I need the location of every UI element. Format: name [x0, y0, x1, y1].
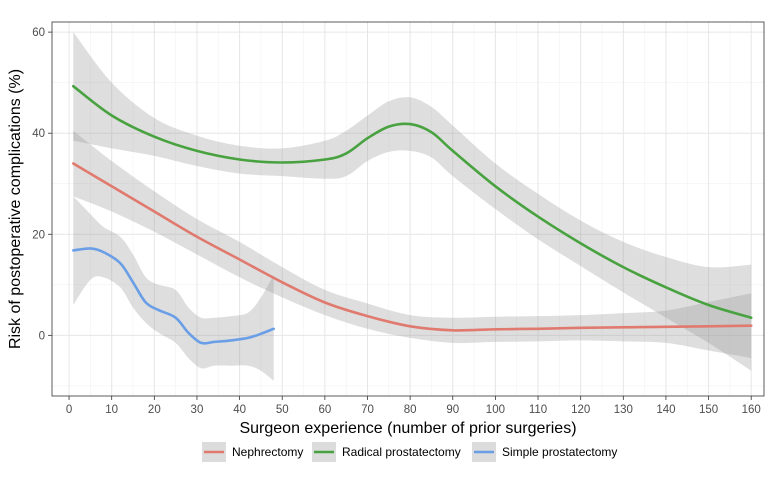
x-tick-label: 160: [742, 404, 761, 416]
x-tick-label: 10: [105, 404, 118, 416]
y-tick-label: 60: [32, 27, 45, 39]
grid-major: [52, 22, 764, 396]
x-tick-label: 120: [571, 404, 590, 416]
y-axis-title: Risk of postoperative complications (%): [7, 69, 24, 349]
y-tick-label: 40: [32, 128, 45, 140]
legend-item-radical-prostatectomy: Radical prostatectomy: [312, 442, 461, 462]
legend-label: Radical prostatectomy: [342, 445, 461, 459]
x-tick-label: 90: [446, 404, 459, 416]
x-axis: 0 10 20 30 40 50 60 70 80 90 100 110 120 130 140 150 160: [66, 396, 761, 416]
x-tick-label: 80: [404, 404, 417, 416]
x-tick-label: 150: [699, 404, 718, 416]
x-tick-label: 110: [529, 404, 547, 416]
legend-item-simple-prostatectomy: Simple prostatectomy: [472, 442, 617, 462]
x-tick-label: 100: [486, 404, 505, 416]
y-tick-label: 20: [32, 229, 45, 241]
legend-label: Simple prostatectomy: [502, 445, 617, 459]
x-tick-label: 50: [276, 404, 289, 416]
x-tick-label: 130: [614, 404, 633, 416]
x-tick-label: 70: [361, 404, 374, 416]
series-lines: [72, 84, 753, 345]
x-tick-label: 60: [318, 404, 331, 416]
grid-minor: [52, 22, 764, 396]
y-tick-label: 0: [39, 330, 45, 342]
ribbon-simple-prostatectomy: [73, 196, 274, 381]
legend-item-nephrectomy: Nephrectomy: [202, 442, 303, 462]
legend-label: Nephrectomy: [232, 445, 303, 459]
legend: Nephrectomy Radical prostatectomy Simple p…: [202, 442, 617, 462]
x-tick-label: 140: [656, 404, 675, 416]
x-tick-label: 0: [66, 404, 72, 416]
x-axis-title: Surgeon experience (number of prior surg…: [239, 420, 576, 437]
plot-panel-border: [51, 21, 765, 397]
ribbon-radical-prostatectomy: [73, 32, 752, 371]
x-tick-label: 40: [233, 404, 246, 416]
y-axis: 0 20 40 60: [32, 27, 52, 342]
series-line-simple-prostatectomy: [72, 247, 275, 345]
series-line-nephrectomy: [72, 162, 753, 332]
series-line-radical-prostatectomy: [72, 84, 753, 319]
x-tick-label: 30: [191, 404, 204, 416]
x-tick-label: 20: [148, 404, 161, 416]
